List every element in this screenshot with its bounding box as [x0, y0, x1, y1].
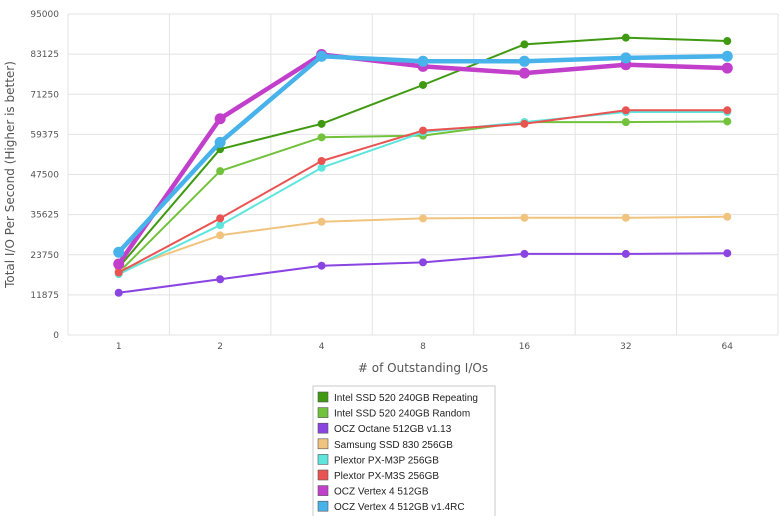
legend-item[interactable]: Samsung SSD 830 256GB: [317, 438, 453, 451]
y-tick-label: 47500: [30, 171, 59, 181]
data-point[interactable]: [317, 261, 326, 270]
legend-label: Intel SSD 520 240GB Random: [334, 409, 470, 420]
legend: Intel SSD 520 240GB Repeating Intel SSD 5…: [312, 385, 496, 516]
data-point[interactable]: [114, 268, 123, 277]
legend-label: Plextor PX-M3S 256GB: [334, 471, 439, 482]
data-point[interactable]: [723, 37, 732, 46]
data-point[interactable]: [621, 213, 630, 222]
data-point[interactable]: [316, 50, 328, 62]
legend-swatch: [317, 438, 329, 450]
axes: 0 11875 23750 35625 47500 59375 71250 83125 9500…: [30, 10, 733, 352]
data-point[interactable]: [520, 249, 529, 258]
y-tick-label: 71250: [30, 90, 59, 100]
series-line: [117, 120, 729, 274]
data-point[interactable]: [520, 40, 529, 49]
y-tick-label: 59375: [30, 130, 59, 140]
legend-label: OCZ Vertex 4 512GB v1.4RC: [334, 502, 465, 513]
legend-swatch: [317, 391, 329, 403]
legend-swatch: [317, 500, 329, 512]
data-point[interactable]: [419, 258, 427, 267]
legend-item[interactable]: Intel SSD 520 240GB Random: [317, 407, 470, 420]
data-point[interactable]: [113, 246, 125, 258]
data-point[interactable]: [417, 55, 429, 67]
y-tick-label: 83125: [30, 50, 59, 60]
legend-swatch: [317, 454, 329, 465]
data-point[interactable]: [114, 288, 123, 297]
data-point[interactable]: [317, 156, 326, 165]
data-point[interactable]: [317, 217, 326, 226]
x-axis-title: # of Outstanding I/Os: [358, 361, 488, 375]
data-point[interactable]: [419, 214, 427, 223]
data-point[interactable]: [520, 213, 529, 222]
legend-swatch: [317, 422, 329, 434]
y-tick-label: 95000: [30, 10, 59, 20]
data-point[interactable]: [620, 52, 632, 64]
legend-swatch: [317, 469, 329, 481]
data-point[interactable]: [317, 133, 326, 142]
legend-swatch: [317, 407, 329, 418]
data-point[interactable]: [621, 106, 630, 115]
y-axis-title: Total I/O Per Second (Higher is better): [3, 61, 17, 289]
y-tick-label: 0: [53, 331, 59, 341]
series-1: [114, 117, 732, 277]
legend-swatch: [317, 485, 329, 496]
y-tick-label: 23750: [30, 251, 59, 261]
legend-label: OCZ Octane 512GB v1.13: [334, 424, 452, 435]
y-tick-label: 35625: [30, 211, 59, 221]
data-point[interactable]: [518, 55, 530, 67]
x-tick-label: 1: [116, 342, 122, 352]
data-point[interactable]: [317, 119, 326, 128]
legend-item[interactable]: Plextor PX-M3S 256GB: [317, 469, 439, 482]
x-tick-label: 2: [217, 342, 223, 352]
data-point[interactable]: [214, 136, 226, 148]
data-point[interactable]: [721, 62, 733, 74]
legend-box: [312, 385, 496, 516]
x-tick-label: 32: [620, 342, 631, 352]
legend-item[interactable]: OCZ Octane 512GB v1.13: [317, 422, 452, 435]
data-point[interactable]: [214, 113, 226, 125]
series-7: [113, 50, 733, 258]
legend-label: OCZ Vertex 4 512GB: [334, 487, 429, 498]
x-tick-label: 16: [519, 342, 531, 352]
data-point[interactable]: [216, 275, 225, 284]
legend-item[interactable]: Intel SSD 520 240GB Repeating: [317, 391, 478, 404]
legend-label: Intel SSD 520 240GB Repeating: [334, 393, 478, 404]
legend-item[interactable]: OCZ Vertex 4 512GB v1.4RC: [317, 500, 465, 513]
series-2: [114, 249, 732, 297]
legend-label: Samsung SSD 830 256GB: [334, 440, 453, 451]
x-tick-label: 8: [420, 342, 426, 352]
legend-item[interactable]: OCZ Vertex 4 512GB: [317, 485, 429, 498]
series-group: [113, 33, 733, 297]
data-point[interactable]: [216, 221, 225, 230]
data-point[interactable]: [317, 163, 326, 172]
data-point[interactable]: [216, 214, 225, 223]
x-tick-label: 64: [722, 342, 734, 352]
data-point[interactable]: [419, 126, 427, 135]
data-point[interactable]: [520, 119, 529, 128]
data-point[interactable]: [113, 258, 125, 270]
data-point[interactable]: [721, 50, 733, 62]
x-tick-label: 4: [319, 342, 325, 352]
data-point[interactable]: [518, 67, 530, 79]
data-point[interactable]: [621, 118, 630, 127]
data-point[interactable]: [621, 249, 630, 258]
data-point[interactable]: [723, 212, 732, 221]
data-point[interactable]: [723, 249, 732, 258]
data-point[interactable]: [723, 117, 732, 126]
legend-item[interactable]: Plextor PX-M3P 256GB: [317, 454, 439, 466]
data-point[interactable]: [216, 167, 225, 176]
data-point[interactable]: [216, 231, 225, 240]
legend-label: Plextor PX-M3P 256GB: [334, 455, 439, 466]
y-tick-label: 11875: [30, 291, 59, 301]
data-point[interactable]: [723, 106, 732, 115]
data-point[interactable]: [419, 80, 427, 89]
series-5: [114, 106, 732, 277]
data-point[interactable]: [621, 33, 630, 42]
series-3: [114, 212, 732, 275]
